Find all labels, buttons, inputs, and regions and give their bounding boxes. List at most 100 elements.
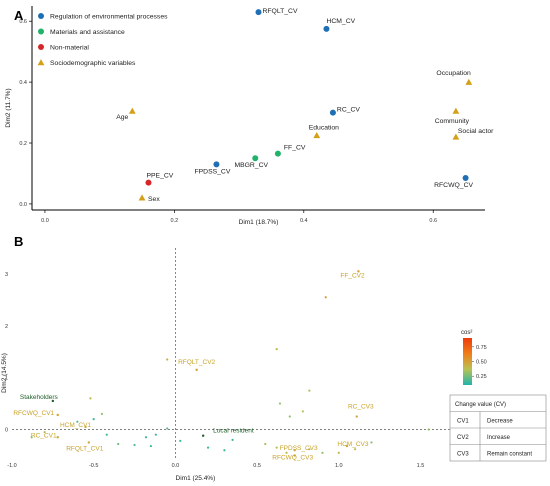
b-point-label: RFQLT_CV2 [178,359,215,366]
b-point-marker [51,399,55,403]
b-point-marker [301,410,304,413]
a-point-marker [313,132,321,139]
b-point-label: RC_CV1 [31,432,57,439]
a-point-marker [452,107,460,114]
b-cv-table-code: CV3 [457,452,469,458]
a-point-label: FPDSS_CV [194,168,230,175]
b-point-label: HCM_CV3 [337,441,368,448]
a-point-marker [323,25,330,32]
b-y-tick-label: 0 [5,427,8,433]
a-point-label: Sex [148,196,160,203]
b-point-marker [370,441,373,444]
a-x-tick-label: 0.4 [300,218,308,224]
a-legend-marker [37,59,45,66]
b-point-marker [324,296,327,299]
b-y-tick-label: 3 [5,272,8,278]
a-point-label: Social actor [458,128,494,135]
a-point-label: RC_CV [337,107,361,114]
b-cv-table-meaning: Remain constant [487,452,532,458]
a-point-marker [255,9,262,16]
a-point-label: Occupation [436,70,471,77]
b-point-marker [206,446,210,449]
b-point-marker [105,433,108,436]
b-cv-table-title: Change value (CV) [455,402,506,408]
b-point-marker [308,389,311,392]
a-x-tick-label: 0.0 [41,218,49,224]
b-point-marker [308,448,311,451]
b-point-marker [321,451,324,454]
b-point-marker [166,427,169,430]
b-point-marker [264,442,267,446]
b-point-label: RFCWQ_CV3 [272,454,313,461]
b-x-axis-label: Dim1 (25.4%) [176,475,216,482]
b-point-marker [337,451,340,454]
a-point-marker [329,109,336,116]
panel-a-label: A [14,8,24,23]
b-point-marker [201,434,205,437]
a-y-axis-label: Dim2 (11.7%) [5,88,12,127]
a-point-marker [138,194,146,201]
a-x-axis-label: Dim1 (18.7%) [239,219,279,226]
a-y-tick-label: 0.0 [19,202,27,208]
a-point-label: Community [435,118,470,125]
panel-b-label: B [14,234,23,249]
b-y-tick-label: 2 [5,324,8,330]
b-point-label: FPDSS_CV3 [280,445,318,452]
a-x-tick-label: 0.2 [171,218,179,224]
b-point-marker [76,420,79,423]
a-point-marker [128,107,136,114]
b-point-marker [133,443,136,447]
b-point-marker [117,442,120,446]
b-colorbar-tick-label: 0.25 [476,374,487,380]
a-point-marker [252,155,259,162]
b-cv-table-meaning: Increase [487,435,511,441]
b-point-marker [56,436,59,439]
b-point-marker [87,441,90,444]
a-point-marker [145,179,152,186]
a-point-marker [465,78,473,85]
b-y-tick-label: 1 [5,376,8,382]
b-point-label: RC_CV3 [348,404,374,411]
a-point-label: RFCWQ_CV [434,182,473,189]
b-colorbar-tick-label: 0.50 [476,360,487,366]
b-point-marker [149,444,152,448]
a-legend-entry: Non-material [50,44,89,51]
b-point-marker [275,348,278,351]
b-point-marker [285,451,288,454]
b-point-marker [293,449,296,452]
b-point-marker [275,446,278,449]
a-point-label: RFQLT_CV [263,8,298,15]
a-legend-marker [38,44,44,50]
a-x-tick-label: 0.6 [429,218,437,224]
a-point-label: PPE_CV [146,173,173,180]
b-x-tick-label: 0.0 [172,463,180,469]
a-legend-entry: Regulation of environmental processes [50,13,168,20]
b-y-axis-label: Dim2 (14.5%) [1,353,8,393]
b-point-marker [427,428,430,431]
b-point-marker [231,438,234,441]
b-colorbar-tick-label: 0.75 [476,345,487,351]
b-point-marker [179,439,182,442]
b-point-marker [357,270,360,273]
a-point-marker [213,161,220,168]
b-point-label: HCM_CV1 [60,422,91,429]
b-x-tick-label: 1.5 [417,463,425,469]
b-point-marker [89,397,92,400]
b-cv-table-code: CV2 [457,435,469,441]
a-point-label: FF_CV [284,145,306,152]
b-point-marker [84,425,87,429]
a-y-tick-label: 0.4 [19,80,27,86]
b-point-marker [223,449,226,452]
b-point-marker [56,413,59,417]
b-point-label: RFQLT_CV1 [66,445,103,452]
b-point-marker [278,402,282,405]
a-y-tick-label: 0.2 [19,141,27,147]
b-point-label: Local resident [213,428,254,435]
a-point-label: MBGR_CV [234,162,268,169]
b-point-marker [30,436,33,439]
b-x-tick-label: -1.0 [7,463,16,469]
a-point-label: Age [116,114,128,121]
